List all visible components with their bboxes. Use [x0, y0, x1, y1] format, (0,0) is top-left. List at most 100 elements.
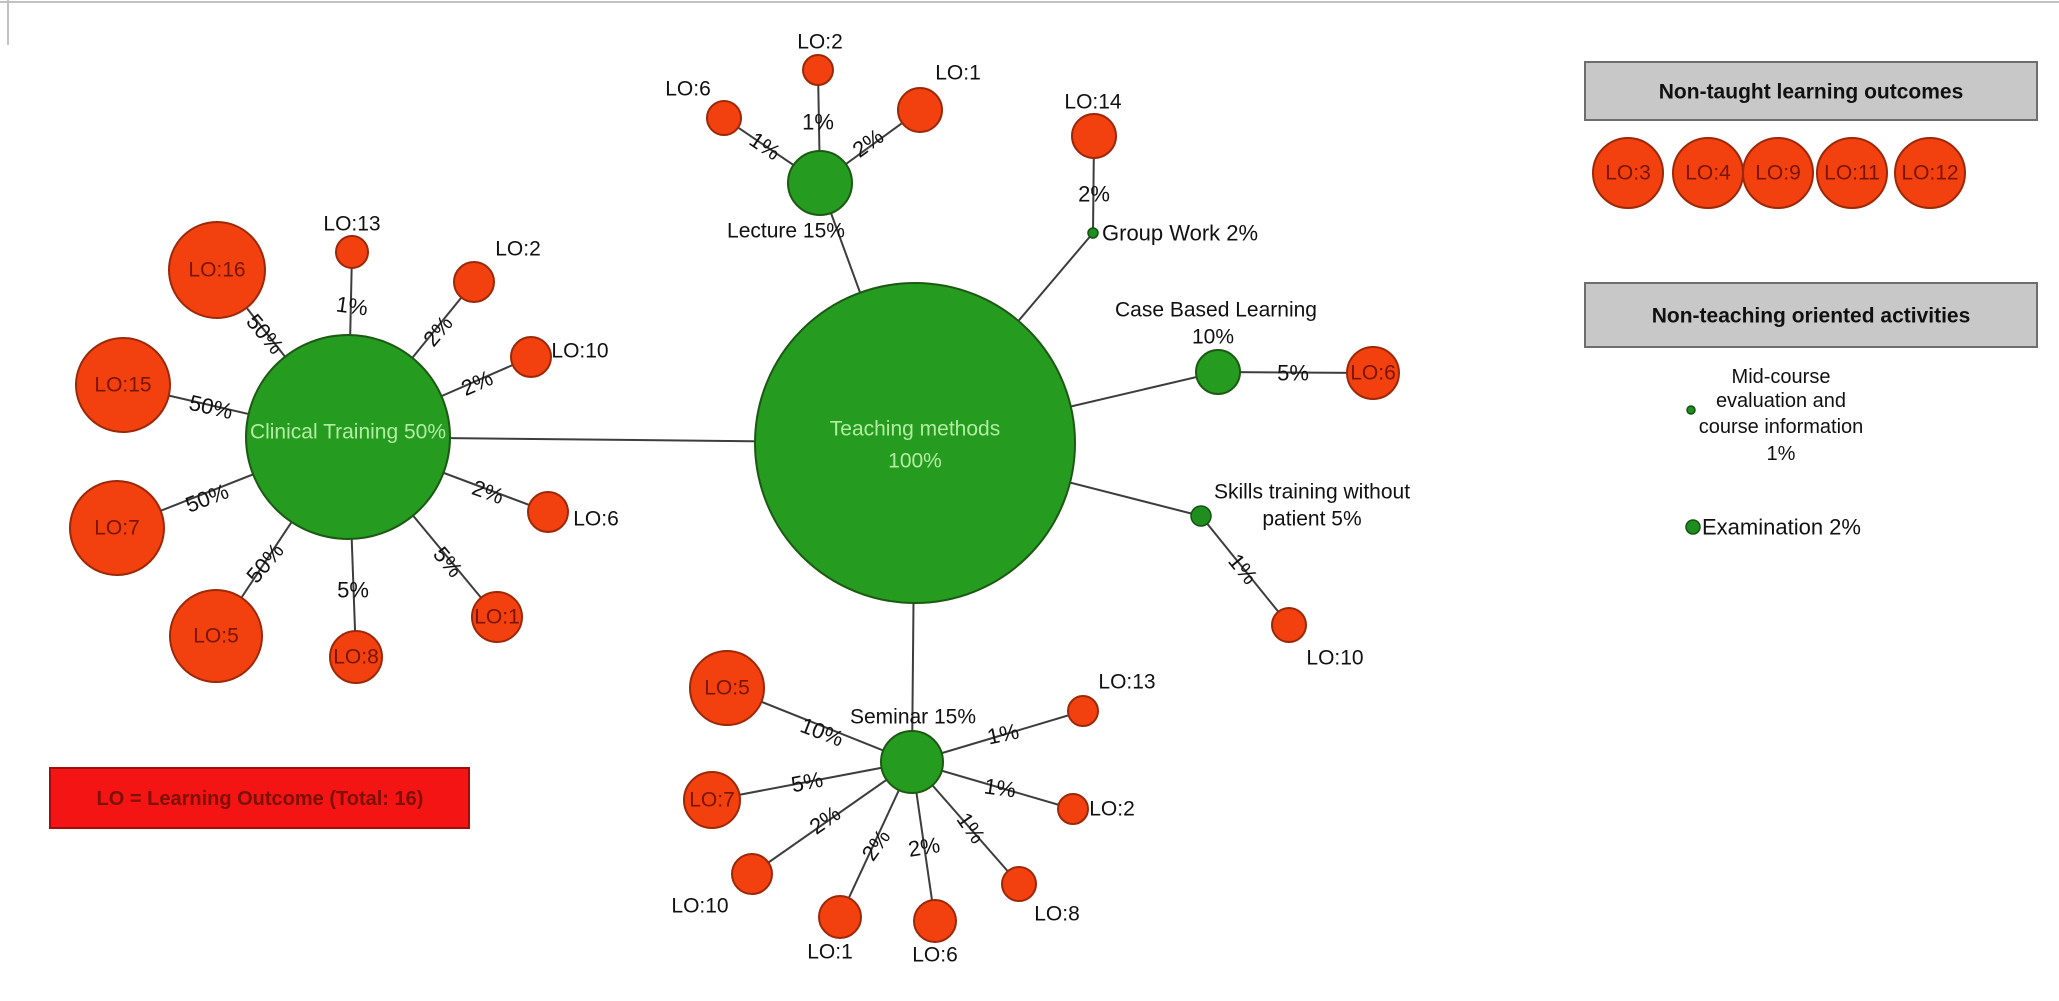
nodes [69, 54, 1400, 943]
seminar-node [880, 730, 944, 794]
edge-pct: 5% [428, 542, 468, 582]
skills-training-label: Skills training without [1214, 481, 1410, 504]
clinical-lo5-node [169, 589, 263, 683]
key-box-group: LO = Learning Outcome (Total: 16) [49, 767, 470, 829]
edge-pct: 1% [985, 718, 1021, 749]
teaching-methods-pct-label: 100% [888, 450, 942, 473]
lo-label: LO:13 [323, 213, 380, 236]
edge-pct: 5% [337, 578, 369, 603]
seminar-lo10-node [731, 853, 773, 895]
lo-label: LO:9 [1755, 162, 1801, 185]
edge-pct: 2% [457, 365, 496, 401]
lo-label: LO:10 [1306, 647, 1363, 670]
edge-labels: 50% 1% 2% 50% 2% 50% 2% 50% 5% 5% 1% 1% … [182, 110, 1309, 866]
clinical-lo13-node [335, 235, 369, 269]
group-work-node [1087, 227, 1099, 239]
clinical-lo7-node [69, 480, 165, 576]
legend-lo3-node [1592, 137, 1664, 209]
lo-label: LO:6 [573, 508, 619, 531]
legend-lo11-node [1816, 137, 1888, 209]
clinical-training-node [245, 334, 451, 540]
key-box-label: LO = Learning Outcome (Total: 16) [97, 788, 424, 810]
clinical-lo8-node [329, 630, 383, 684]
edge-pct: 1% [335, 291, 370, 320]
key-box [49, 767, 470, 829]
lo-label: LO:2 [1089, 798, 1135, 821]
lo-label: LO:7 [94, 517, 140, 540]
edge-pct: 2% [857, 825, 896, 865]
edge-pct: 2% [906, 832, 941, 862]
edge-pct: 1% [802, 110, 834, 135]
seminar-lo8-node [1001, 866, 1037, 902]
edge-pct: 2% [848, 124, 888, 163]
skills-lo10-node [1271, 607, 1307, 643]
skills-training-pct-label: patient 5% [1262, 508, 1361, 531]
edge-pct: 5% [1277, 361, 1309, 386]
seminar-lo7-node [683, 771, 741, 829]
lecture-node [787, 150, 853, 216]
non-teaching-title: Non-teaching oriented activities [1652, 305, 1971, 328]
group-work-label: Group Work 2% [1102, 221, 1258, 246]
edge-pct: 50% [241, 538, 288, 588]
teaching-methods-label: Teaching methods [830, 418, 1000, 441]
non-taught-box [1584, 61, 2038, 121]
lecture-label: Lecture 15% [727, 220, 845, 243]
edge-pct: 10% [797, 712, 847, 751]
lo-label: LO:15 [94, 374, 151, 397]
lo-label: LO:11 [1824, 162, 1880, 185]
lo-label: LO:13 [1098, 671, 1155, 694]
lo-label: LO:1 [807, 941, 853, 964]
clinical-lo2-node [453, 261, 495, 303]
clinical-lo1-node [471, 591, 523, 643]
lo-label: LO:16 [188, 259, 245, 282]
node-labels: Teaching methods 100% Clinical Training … [94, 31, 1410, 967]
clinical-lo16-node [168, 221, 266, 319]
mid-course-label: course information [1699, 416, 1864, 438]
groupwork-lo14-node [1071, 113, 1117, 159]
legend-lo9-node [1742, 137, 1814, 209]
lo-label: LO:14 [1064, 91, 1122, 114]
case-based-learning-node [1195, 349, 1241, 395]
edge-pct: 50% [187, 390, 236, 424]
lo-label: LO:6 [1350, 362, 1396, 385]
legend-panel: Non-taught learning outcomes LO:3 LO:4 L… [1584, 61, 2038, 540]
mid-course-label: Mid-course [1732, 366, 1831, 388]
seminar-lo13-node [1067, 695, 1099, 727]
clinical-lo6-node [527, 491, 569, 533]
lo-label: LO:2 [495, 238, 541, 261]
edge-pct: 1% [745, 127, 785, 166]
edge-pct: 1% [1223, 549, 1262, 589]
seminar-lo1-node [818, 895, 862, 939]
mid-course-label: 1% [1767, 443, 1796, 465]
mid-course-label: evaluation and [1716, 390, 1846, 412]
edge-pct: 2% [1078, 182, 1110, 207]
edge-pct: 2% [469, 475, 507, 509]
lecture-lo1-node [897, 87, 943, 133]
seminar-lo5-node [689, 650, 765, 726]
skills-training-node [1190, 505, 1212, 527]
lo-label: LO:7 [689, 789, 735, 812]
edge-skills-lo10 [1200, 515, 1290, 626]
lo-label: LO:10 [671, 895, 728, 918]
lo-label: LO:6 [665, 78, 711, 101]
examination-node [1685, 519, 1701, 535]
case-based-learning-pct-label: 10% [1192, 326, 1234, 349]
casebased-lo6-node [1346, 346, 1400, 400]
edge-pct: 2% [418, 311, 458, 351]
lecture-lo6-node [706, 100, 742, 136]
lo-label: LO:1 [935, 62, 981, 85]
edge-seminar-lo10 [751, 761, 913, 875]
seminar-lo2-node [1057, 793, 1089, 825]
lo-label: LO:8 [333, 646, 379, 669]
seminar-lo6-node [913, 899, 957, 943]
edge-seminar-lo7 [711, 761, 913, 801]
lo-label: LO:5 [193, 625, 239, 648]
lo-label: LO:4 [1685, 162, 1731, 185]
non-teaching-box [1584, 282, 2038, 348]
examination-label: Examination 2% [1702, 515, 1861, 540]
mid-course-node [1686, 405, 1696, 415]
edge-pct: 50% [182, 478, 232, 517]
lecture-lo2-node [802, 54, 834, 86]
